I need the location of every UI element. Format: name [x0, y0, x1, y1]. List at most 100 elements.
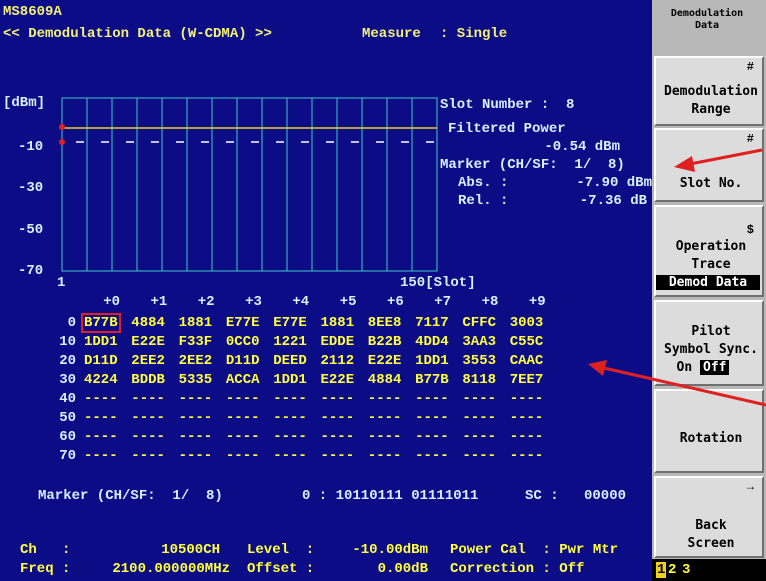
table-cell: ----	[178, 448, 213, 464]
key-label: Slot No.	[679, 176, 743, 191]
table-cell: ----	[509, 448, 544, 464]
table-cell: 5335	[178, 372, 213, 388]
table-cell: ----	[509, 410, 544, 426]
table-cell: E22E	[320, 372, 355, 388]
column-header: +8	[481, 294, 499, 310]
offset-value: 0.00dB	[377, 561, 428, 577]
measure-label: Measure	[362, 26, 421, 42]
table-cell: F33F	[178, 334, 213, 350]
table-cell: 1DD1	[273, 372, 307, 388]
column-header: +6	[386, 294, 404, 310]
table-cell: 1221	[273, 334, 307, 350]
key-label: Back	[695, 518, 727, 533]
marker-value: 0 : 10110111 01111011	[302, 488, 479, 504]
freq-label: Freq :	[20, 561, 71, 577]
level-value: -10.00dBm	[352, 542, 428, 558]
sc-label: SC :	[525, 488, 559, 504]
table-cell: 2EE2	[178, 353, 213, 369]
table-cell: ----	[273, 429, 307, 445]
page-bar: 1 2 3	[652, 559, 766, 581]
softkey-pilot-sync[interactable]: Pilot Symbol Sync. On Off	[654, 300, 764, 386]
x-label: 1	[57, 275, 66, 291]
table-cell: CAAC	[509, 353, 544, 369]
key-symbol: #	[746, 60, 754, 74]
table-cell: ----	[367, 410, 402, 426]
key-option: On Off	[648, 360, 758, 375]
table-cell: ----	[367, 391, 402, 407]
row-label: 60	[59, 429, 76, 445]
table-cell: ----	[320, 448, 355, 464]
key-selected: Demod Data	[656, 275, 760, 290]
table-cell: 2EE2	[131, 353, 165, 369]
table-cell: ----	[131, 391, 165, 407]
panel-title: Demodulation	[670, 8, 744, 19]
table-cell: 2112	[320, 353, 355, 369]
table-cell: ----	[462, 391, 496, 407]
table-cell: ----	[367, 448, 402, 464]
marker-info: Marker (CH/SF: 1/ 8)	[440, 157, 625, 173]
table-cell: E22E	[131, 334, 165, 350]
column-header: +2	[197, 294, 215, 310]
page[interactable]: 2	[668, 562, 677, 578]
table-cell: ----	[415, 448, 449, 464]
column-header: +4	[292, 294, 310, 310]
marker-dot	[59, 124, 65, 130]
rel-label: Rel. :	[458, 193, 509, 209]
table-cell: D11D	[84, 353, 118, 369]
page[interactable]: 3	[682, 562, 691, 578]
ch-value: 10500CH	[161, 542, 220, 558]
marker-label: Marker (CH/SF: 1/ 8)	[38, 488, 223, 504]
power-cal: Power Cal : Pwr Mtr	[450, 542, 619, 558]
key-label: Range	[691, 102, 731, 117]
key-symbol: →	[746, 480, 754, 494]
table-cell: D11D	[225, 353, 260, 369]
table-cell: ----	[415, 410, 449, 426]
column-header: +5	[339, 294, 357, 310]
y-label: -50	[18, 222, 44, 238]
row-label: 70	[59, 448, 76, 464]
table-cell: ----	[415, 391, 449, 407]
panel-title: Data	[694, 20, 720, 31]
correction: Correction : Off	[450, 561, 585, 577]
table-cell: ----	[415, 429, 449, 445]
column-header: +0	[103, 294, 120, 310]
table-cell: ----	[320, 410, 355, 426]
table-cell: ----	[462, 429, 496, 445]
key-symbol: #	[746, 132, 754, 146]
y-label: -10	[18, 139, 44, 155]
column-header: +1	[150, 294, 168, 310]
marker-dot	[59, 139, 65, 145]
freq-value: 2100.000000MHz	[112, 561, 230, 577]
key-label: Pilot	[691, 324, 731, 339]
table-cell: ----	[178, 429, 213, 445]
abs-value: -7.90 dBm	[576, 175, 652, 191]
table-cell: 8EE8	[367, 315, 402, 331]
softkey-back[interactable]: → Back Screen	[654, 476, 764, 558]
row-label: 20	[59, 353, 76, 369]
softkey-rotation[interactable]: Rotation	[654, 389, 764, 473]
table-cell: B77B	[84, 315, 118, 331]
table-cell: E77E	[225, 315, 260, 331]
page-current[interactable]: 1	[656, 562, 667, 578]
table-cell: 1881	[320, 315, 355, 331]
table-cell: ----	[131, 410, 165, 426]
softkey-slot-no[interactable]: # Slot No.	[654, 128, 764, 202]
y-label: -70	[18, 263, 44, 279]
row-label: 0	[67, 315, 76, 331]
filtered-power: -0.54 dBm	[544, 139, 620, 155]
unit-label: [dBm]	[3, 95, 46, 111]
row-label: 10	[59, 334, 76, 350]
table-cell: ----	[462, 448, 496, 464]
softkey-operation-trace[interactable]: $ Operation Trace Demod Data	[654, 205, 764, 297]
table-cell: ----	[131, 429, 165, 445]
table-cell: 1881	[178, 315, 213, 331]
table-cell: ----	[225, 448, 260, 464]
column-header: +9	[528, 294, 546, 310]
table-cell: ----	[320, 391, 355, 407]
graph-frame	[61, 97, 438, 272]
table-cell: 4224	[84, 372, 118, 388]
softkey-demod-range[interactable]: # Demodulation Range	[654, 56, 764, 126]
table-cell: B22B	[367, 334, 402, 350]
table-cell: 4884	[131, 315, 165, 331]
